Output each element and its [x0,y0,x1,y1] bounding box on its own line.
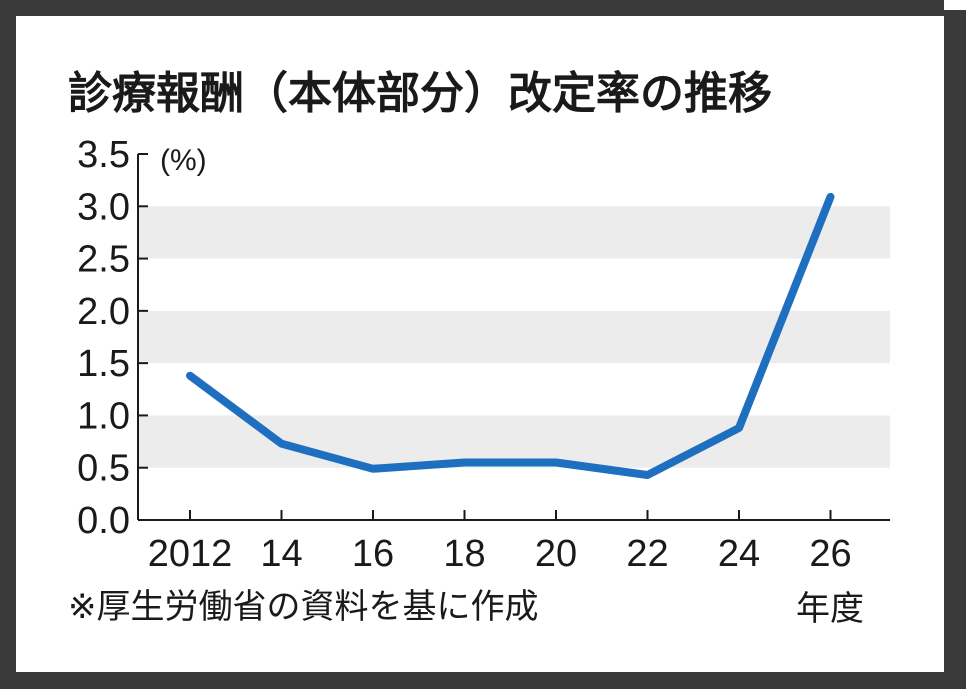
x-axis: 2012 14 16 18 20 22 24 26 [138,510,890,575]
x-tick-label: 2012 [148,533,233,575]
x-tick-label: 20 [535,533,577,575]
x-tick-label: 14 [260,533,302,575]
x-tick-label: 24 [718,533,760,575]
x-tick-label: 26 [809,533,851,575]
y-tick-label: 3.0 [77,186,130,228]
x-tick-label: 18 [443,533,485,575]
y-tick-label: 0.5 [77,448,130,490]
series-line [186,192,835,479]
corner-mark [944,0,966,10]
y-tick-label: 1.0 [77,395,130,437]
y-axis: 0.0 0.5 1.0 1.5 2.0 2.5 3.0 3.5 [77,134,148,542]
grid-band [138,206,890,259]
y-tick-label: 1.5 [77,343,130,385]
y-unit-label: (%) [160,144,207,177]
x-tick-label: 22 [626,533,668,575]
y-tick-label: 0.0 [77,500,130,542]
x-unit-label: 年度 [796,589,864,629]
y-tick-label: 2.5 [77,239,130,281]
series-line-group [186,192,835,479]
chart-title: 診療報酬（本体部分）改定率の推移 [68,68,772,119]
y-tick-label: 2.0 [77,291,130,333]
source-note: ※厚生労働省の資料を基に作成 [68,587,539,627]
x-tick-label: 16 [352,533,394,575]
y-tick-label: 3.5 [77,134,130,176]
